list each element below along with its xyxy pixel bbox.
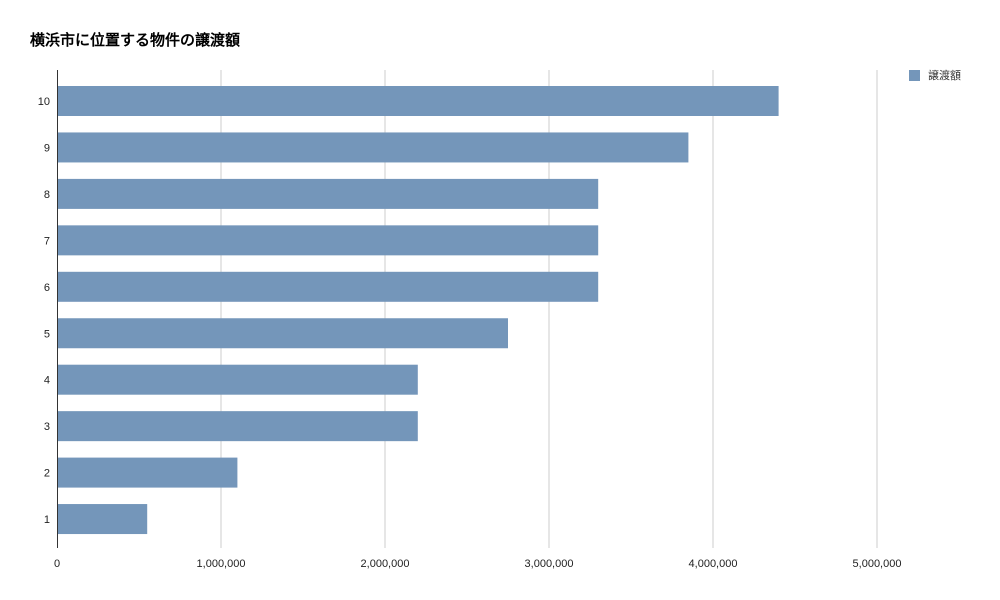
y-tick-label: 7 — [44, 235, 50, 247]
x-tick-label: 5,000,000 — [853, 558, 902, 570]
y-tick-label: 9 — [44, 142, 50, 154]
bar — [57, 411, 418, 442]
legend-label: 譲渡額 — [928, 69, 961, 82]
bar — [57, 318, 508, 349]
x-tick-label: 2,000,000 — [361, 558, 410, 570]
bar — [57, 457, 238, 488]
y-tick-label: 3 — [44, 421, 50, 433]
bar — [57, 364, 418, 395]
y-tick-label: 6 — [44, 282, 50, 294]
x-tick-label: 3,000,000 — [525, 558, 574, 570]
legend: 譲渡額 — [909, 67, 961, 83]
y-tick-label: 8 — [44, 189, 50, 201]
bar — [57, 271, 599, 302]
bar — [57, 504, 148, 535]
x-tick-label: 0 — [54, 558, 60, 570]
chart-title: 横浜市に位置する物件の譲渡額 — [30, 31, 241, 49]
bar — [57, 225, 599, 256]
bar — [57, 178, 599, 209]
y-tick-label: 10 — [38, 96, 50, 108]
bar — [57, 132, 689, 163]
x-tick-label: 4,000,000 — [689, 558, 738, 570]
y-tick-label: 1 — [44, 514, 50, 526]
y-tick-labels: 10 9 8 7 6 5 4 3 2 1 — [38, 96, 50, 526]
legend-swatch — [909, 69, 920, 81]
y-tick-label: 5 — [44, 328, 50, 340]
x-tick-label: 1,000,000 — [197, 558, 246, 570]
bar — [57, 86, 779, 116]
y-tick-label: 2 — [44, 468, 50, 480]
x-tick-labels: 0 1,000,000 2,000,000 3,000,000 4,000,000 5,0… — [54, 558, 902, 570]
y-tick-label: 4 — [44, 375, 50, 387]
bars — [57, 86, 779, 535]
